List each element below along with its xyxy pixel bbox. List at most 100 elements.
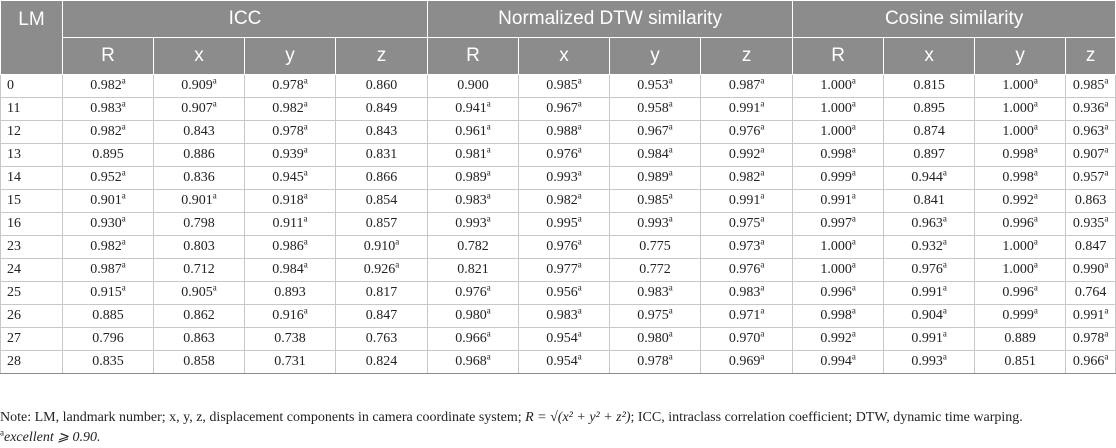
value-cell: 1.000a	[974, 258, 1067, 282]
excellent-mark: a	[1033, 75, 1038, 86]
value-cell: 0.954a	[518, 327, 611, 351]
cell-value: 0.918	[272, 193, 304, 208]
cell-value: 0.954	[546, 354, 578, 369]
value-cell: 0.976a	[427, 281, 520, 305]
landmark-number: 12	[0, 120, 63, 144]
excellent-mark: a	[577, 144, 582, 155]
subheader-cell: R	[62, 37, 154, 75]
value-cell: 0.983a	[700, 281, 794, 305]
value-cell: 0.954a	[518, 350, 611, 374]
excellent-mark: a	[851, 121, 856, 132]
excellent-mark: a	[212, 190, 217, 201]
excellent-mark: a	[760, 98, 765, 109]
cell-value: 0.992	[820, 331, 852, 346]
value-cell: 0.936a	[1065, 97, 1116, 121]
cell-value: 0.905	[181, 285, 213, 300]
value-cell: 0.996a	[974, 212, 1067, 236]
value-cell: 0.967a	[518, 97, 611, 121]
excellent-mark: a	[942, 351, 947, 362]
value-cell: 0.980a	[609, 327, 702, 351]
value-cell: 1.000a	[974, 74, 1067, 98]
value-cell: 0.824	[334, 350, 429, 374]
cell-value: 0.976	[728, 262, 761, 277]
value-cell: 0.996a	[792, 281, 885, 305]
value-cell: 0.976a	[700, 258, 794, 282]
value-cell: 0.976a	[700, 120, 794, 144]
excellent-mark: a	[121, 121, 126, 132]
excellent-mark: a	[395, 236, 400, 247]
cell-value: 0.967	[546, 101, 578, 116]
excellent-mark: a	[851, 259, 856, 270]
cell-value: 0.984	[637, 147, 669, 162]
value-cell: 0.862	[153, 304, 245, 328]
cell-value: 0.975	[637, 308, 669, 323]
value-cell: 1.000a	[974, 97, 1067, 121]
note-line-1: Note: LM, landmark number; x, y, z, disp…	[0, 408, 1116, 428]
cell-value: 1.000	[820, 262, 852, 277]
cell-value: 0.983	[90, 101, 122, 116]
table-row: 28 0.835 0.858 0.731 0.824 0.968a 0.954a 0.978a…	[0, 350, 1116, 374]
excellent-mark: a	[851, 305, 856, 316]
excellent-mark: a	[851, 236, 856, 247]
excellent-mark: a	[1104, 167, 1109, 178]
table-note: Note: LM, landmark number; x, y, z, disp…	[0, 408, 1116, 448]
cell-value: 0.976	[546, 147, 578, 162]
excellent-mark: a	[1033, 144, 1038, 155]
subheader-cell: z	[1065, 37, 1116, 75]
value-cell: 0.874	[883, 120, 976, 144]
value-cell: 0.987a	[62, 258, 154, 282]
value-cell: 0.991a	[1065, 304, 1116, 328]
value-cell: 0.907a	[1065, 143, 1116, 167]
cell-value: 0.841	[913, 193, 945, 208]
cell-value: 0.958	[637, 101, 669, 116]
value-cell: 0.992a	[700, 143, 794, 167]
cell-value: 0.843	[365, 124, 398, 139]
excellent-mark: a	[1033, 282, 1038, 293]
cell-value: 0.935	[1072, 216, 1105, 231]
cell-value: 0.911	[272, 216, 304, 231]
value-cell: 1.000a	[792, 97, 885, 121]
value-cell: 0.978a	[609, 350, 702, 374]
cell-value: 0.895	[913, 101, 945, 116]
excellent-mark: a	[577, 259, 582, 270]
note-excellent-text: excellent ⩾ 0.90.	[4, 430, 101, 445]
value-cell: 0.983a	[609, 281, 702, 305]
excellent-mark: a	[121, 259, 126, 270]
lm-column-header: LM	[0, 0, 63, 75]
value-cell: 0.961a	[427, 120, 520, 144]
note-formula: R = √(x² + y² + z²)	[525, 410, 631, 425]
value-cell: 0.904a	[883, 304, 976, 328]
cell-value: 0.782	[457, 239, 489, 254]
cell-value: 0.983	[455, 193, 487, 208]
value-cell: 0.957a	[1065, 166, 1116, 190]
table-row: 26 0.885 0.862 0.916a 0.847 0.980a 0.983a 0.975…	[0, 304, 1116, 328]
subheader-cell: x	[518, 37, 611, 75]
landmark-number: 14	[0, 166, 63, 190]
cell-value: 0.998	[820, 147, 852, 162]
excellent-mark: a	[1033, 121, 1038, 132]
value-cell: 0.905a	[153, 281, 245, 305]
excellent-mark: a	[851, 282, 856, 293]
cell-value: 0.772	[639, 262, 671, 277]
value-cell: 0.858	[153, 350, 245, 374]
cell-value: 0.976	[455, 285, 487, 300]
value-cell: 0.849	[334, 97, 429, 121]
cell-value: 0.849	[365, 101, 398, 116]
excellent-mark: a	[121, 167, 126, 178]
excellent-mark: a	[303, 167, 308, 178]
subheader-cell: x	[153, 37, 245, 75]
excellent-mark: a	[760, 328, 765, 339]
cell-value: 0.993	[455, 216, 487, 231]
excellent-mark: a	[760, 236, 765, 247]
landmark-number: 25	[0, 281, 63, 305]
cell-value: 0.738	[274, 331, 306, 346]
excellent-mark: a	[1033, 305, 1038, 316]
cell-value: 0.978	[1072, 331, 1105, 346]
value-cell: 0.971a	[700, 304, 794, 328]
cell-value: 0.996	[820, 285, 852, 300]
value-cell: 0.851	[974, 350, 1067, 374]
value-cell: 0.835	[62, 350, 154, 374]
value-cell: 0.990a	[1065, 258, 1116, 282]
table-row: 15 0.901a 0.901a 0.918a 0.854 0.983a 0.982a 0.9…	[0, 189, 1116, 213]
value-cell: 0.817	[334, 281, 429, 305]
